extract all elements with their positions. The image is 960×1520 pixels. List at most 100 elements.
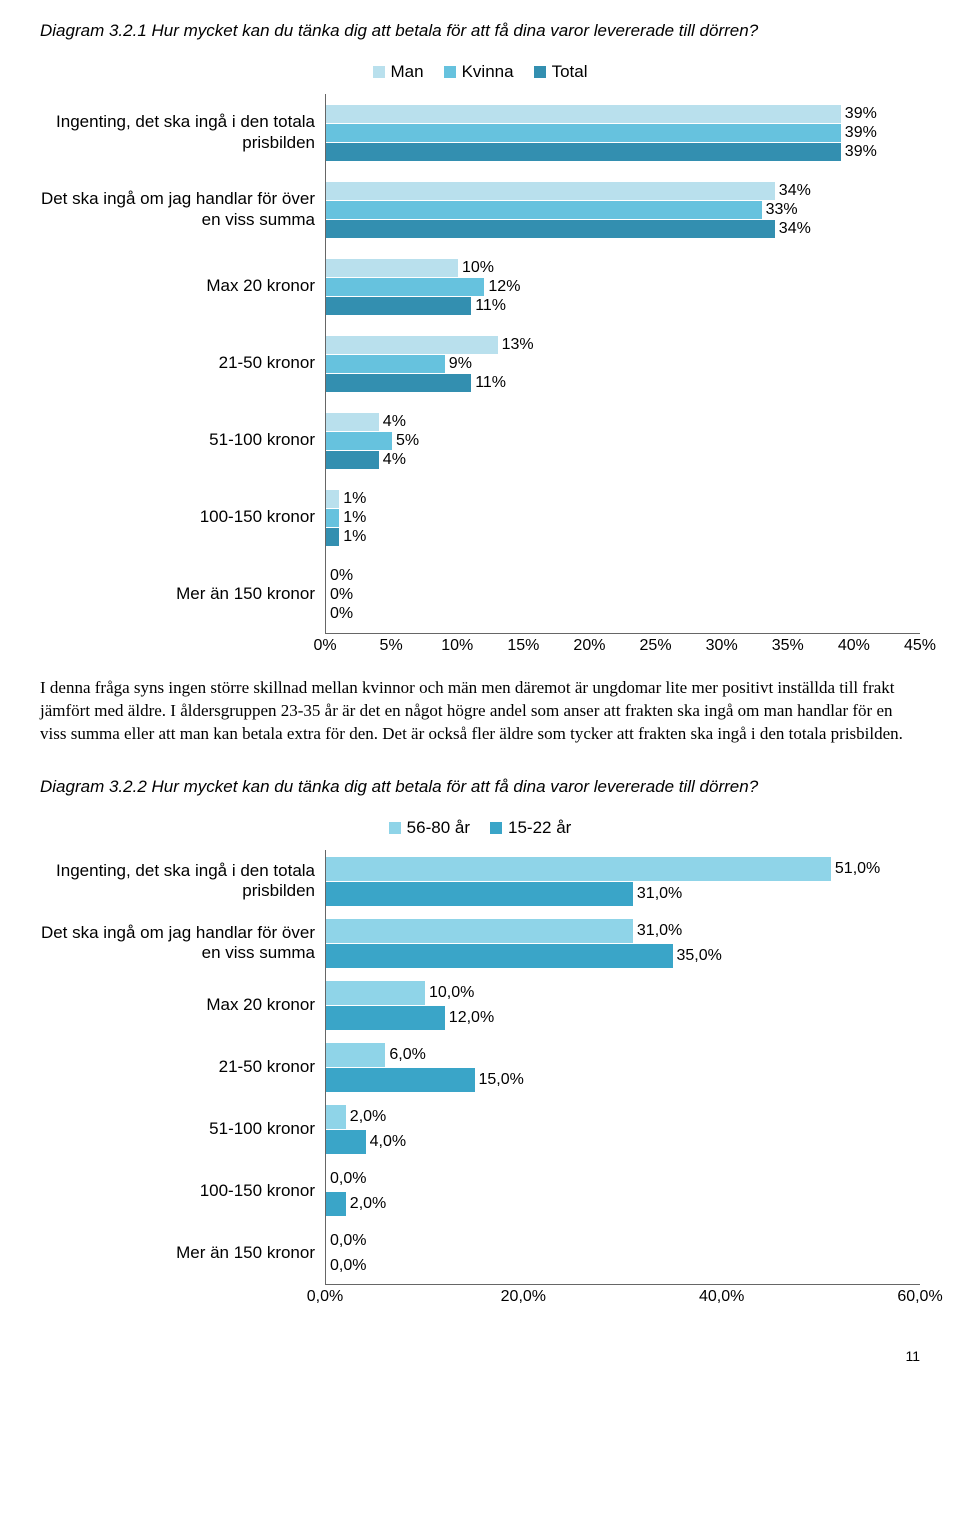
bar: [326, 490, 339, 508]
legend-label: 15-22 år: [508, 818, 571, 838]
bar: [326, 374, 471, 392]
bar: [326, 355, 445, 373]
bar: [326, 124, 841, 142]
legend-swatch: [444, 66, 456, 78]
chart2-plot: Ingenting, det ska ingå i den totala pri…: [40, 850, 920, 1308]
category-row: Det ska ingå om jag handlar för över en …: [40, 171, 920, 248]
bar-wrap: 9%: [326, 355, 920, 373]
bar-wrap: 2,0%: [326, 1192, 920, 1216]
category-label: Det ska ingå om jag handlar för över en …: [40, 171, 325, 248]
bar-wrap: 5%: [326, 432, 920, 450]
category-label: Mer än 150 kronor: [40, 1222, 325, 1284]
bar-wrap: 39%: [326, 124, 920, 142]
category-label: Det ska ingå om jag handlar för över en …: [40, 912, 325, 974]
bar: [326, 413, 379, 431]
bars-column: 31,0%35,0%: [325, 912, 920, 974]
bar: [326, 944, 673, 968]
bar-wrap: 1%: [326, 528, 920, 546]
legend-item: Total: [534, 62, 588, 82]
x-axis-tick: 0%: [313, 637, 336, 655]
bar-wrap: 34%: [326, 220, 920, 238]
bar-value-label: 13%: [502, 336, 534, 354]
category-row: Max 20 kronor10%12%11%: [40, 248, 920, 325]
bar-wrap: 51,0%: [326, 857, 920, 881]
bar-wrap: 1%: [326, 490, 920, 508]
category-label: Ingenting, det ska ingå i den totala pri…: [40, 94, 325, 171]
category-row: Ingenting, det ska ingå i den totala pri…: [40, 850, 920, 912]
bar-value-label: 10%: [462, 259, 494, 277]
bar-wrap: 12,0%: [326, 1006, 920, 1030]
bar: [326, 105, 841, 123]
bar-value-label: 11%: [475, 374, 506, 392]
category-row: 51-100 kronor2,0%4,0%: [40, 1098, 920, 1160]
bar-wrap: 6,0%: [326, 1043, 920, 1067]
category-row: 21-50 kronor6,0% 15,0%: [40, 1036, 920, 1098]
bars-column: 51,0% 31,0%: [325, 850, 920, 912]
bar-value-label: 1%: [343, 528, 366, 546]
bar-value-label: 39%: [845, 124, 877, 142]
bars-column: 1%1%1%: [325, 479, 920, 556]
bar: [326, 432, 392, 450]
bar: [326, 336, 498, 354]
bar-value-label: 51,0%: [835, 860, 880, 878]
category-label: 21-50 kronor: [40, 1036, 325, 1098]
bar-value-label: 12%: [488, 278, 520, 296]
bar-wrap: 0,0%: [326, 1254, 920, 1278]
bar-value-label: 39%: [845, 143, 877, 161]
bar-value-label: 0,0%: [330, 1232, 366, 1250]
bar-wrap: 39%: [326, 143, 920, 161]
bars-column: 0,0% 0,0%: [325, 1222, 920, 1284]
bars-column: 34%33%34%: [325, 171, 920, 248]
bar-value-label: 5%: [396, 432, 419, 450]
legend-item: 56-80 år: [389, 818, 470, 838]
bar-value-label: 33%: [766, 201, 798, 219]
bars-column: 10%12%11%: [325, 248, 920, 325]
category-label: Mer än 150 kronor: [40, 556, 325, 633]
bar-wrap: 0%: [326, 586, 920, 604]
legend-swatch: [389, 822, 401, 834]
category-row: 21-50 kronor 13%9%11%: [40, 325, 920, 402]
bar: [326, 297, 471, 315]
bar-value-label: 1%: [343, 509, 366, 527]
chart2-legend: 56-80 år 15-22 år: [40, 818, 920, 838]
bar-wrap: 31,0%: [326, 882, 920, 906]
bar-value-label: 4%: [383, 413, 406, 431]
bar: [326, 528, 339, 546]
bar-value-label: 0%: [330, 605, 353, 623]
x-axis-tick: 40,0%: [699, 1288, 744, 1306]
bar: [326, 278, 484, 296]
bar: [326, 220, 775, 238]
legend-item: 15-22 år: [490, 818, 571, 838]
legend-label: Total: [552, 62, 588, 82]
bar-wrap: 11%: [326, 297, 920, 315]
category-row: 100-150 kronor1%1%1%: [40, 479, 920, 556]
category-row: Max 20 kronor10,0%12,0%: [40, 974, 920, 1036]
bar-value-label: 15,0%: [479, 1071, 524, 1089]
bar-wrap: 35,0%: [326, 944, 920, 968]
bar-value-label: 0%: [330, 567, 353, 585]
bar: [326, 1130, 366, 1154]
bar-value-label: 34%: [779, 220, 811, 238]
bar-wrap: 0,0%: [326, 1229, 920, 1253]
x-axis-tick: 10%: [441, 637, 473, 655]
legend-label: Man: [391, 62, 424, 82]
category-row: 51-100 kronor4%5%4%: [40, 402, 920, 479]
bar-wrap: 0%: [326, 567, 920, 585]
bar: [326, 919, 633, 943]
category-label: 100-150 kronor: [40, 1160, 325, 1222]
body-paragraph: I denna fråga syns ingen större skillnad…: [40, 677, 920, 746]
bars-column: 6,0% 15,0%: [325, 1036, 920, 1098]
bar-value-label: 0%: [330, 586, 353, 604]
x-axis: 0%5%10%15%20%25%30%35%40%45%: [40, 633, 920, 657]
x-axis-tick: 45%: [904, 637, 936, 655]
chart1-legend: ManKvinnaTotal: [40, 62, 920, 82]
bar-wrap: 4%: [326, 413, 920, 431]
bar: [326, 451, 379, 469]
bar-value-label: 0,0%: [330, 1257, 366, 1275]
legend-swatch: [373, 66, 385, 78]
category-label: 21-50 kronor: [40, 325, 325, 402]
bar-value-label: 11%: [475, 297, 506, 315]
page-number: 11: [40, 1348, 920, 1364]
bar: [326, 1192, 346, 1216]
bar: [326, 259, 458, 277]
